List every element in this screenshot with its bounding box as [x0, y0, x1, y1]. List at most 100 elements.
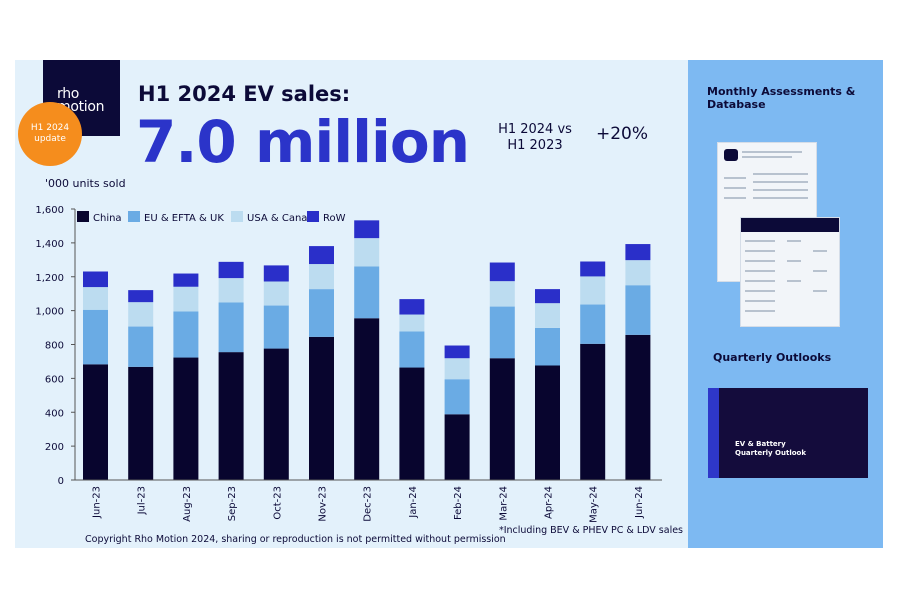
- bar-segment-row: [399, 299, 425, 315]
- bar-segment-usa-canada: [399, 314, 425, 332]
- legend-swatch: [128, 211, 140, 222]
- y-tick-label: 200: [45, 442, 64, 453]
- copyright: Copyright Rho Motion 2024, sharing or re…: [85, 534, 506, 545]
- bar-segment-row: [489, 262, 515, 282]
- legend-label: USA & Canada: [247, 213, 320, 224]
- x-tick-label: Apr-24: [544, 486, 555, 519]
- main-panel: [15, 60, 688, 548]
- monthly-assessments-title: Monthly Assessments & Database: [707, 85, 856, 111]
- bar-segment-row: [309, 246, 334, 265]
- bar-segment-row: [218, 261, 244, 279]
- x-tick-label: Sep-23: [227, 486, 238, 521]
- doc-logo-icon: [724, 149, 738, 161]
- y-tick-label: 1,400: [35, 239, 64, 250]
- bar-segment-china: [83, 364, 108, 480]
- quarterly-outlook-card[interactable]: EV & Battery Quarterly Outlook: [708, 388, 868, 478]
- x-tick-label: Jul-23: [137, 486, 148, 515]
- bar-segment-row: [83, 271, 108, 288]
- quarterly-outlooks-title: Quarterly Outlooks: [713, 351, 832, 364]
- bar-segment-eu-efta-uk: [489, 306, 515, 359]
- x-tick-label: Oct-23: [272, 486, 283, 520]
- legend-swatch: [77, 211, 89, 222]
- bar-segment-china: [625, 334, 651, 480]
- page-title: H1 2024 EV sales:: [138, 82, 351, 106]
- comparison-line1: H1 2024 vs: [498, 122, 572, 137]
- x-tick-label: Feb-24: [453, 486, 464, 520]
- footnote: *Including BEV & PHEV PC & LDV sales: [498, 525, 683, 536]
- bar-segment-china: [535, 365, 560, 480]
- bar-segment-usa-canada: [625, 260, 651, 286]
- x-tick-label: Nov-23: [318, 486, 329, 522]
- bar-segment-china: [128, 366, 154, 480]
- bar-segment-row: [128, 290, 154, 303]
- bar-segment-eu-efta-uk: [535, 327, 560, 366]
- comparison-line2: H1 2023: [507, 138, 563, 153]
- bar-segment-china: [309, 336, 334, 480]
- x-tick-label: Mar-24: [498, 486, 509, 521]
- bar-segment-eu-efta-uk: [625, 285, 651, 335]
- bar-segment-usa-canada: [83, 287, 108, 310]
- legend-swatch: [307, 211, 319, 222]
- logo-line1: rho: [57, 86, 80, 102]
- bar-segment-row: [263, 265, 289, 282]
- bar-segment-usa-canada: [354, 238, 380, 267]
- bar-segment-usa-canada: [580, 276, 606, 305]
- bar-segment-usa-canada: [218, 278, 244, 303]
- bar-segment-row: [535, 289, 560, 304]
- card-title-line2: Quarterly Outlook: [735, 449, 807, 457]
- bar-segment-usa-canada: [173, 286, 199, 312]
- bar-segment-china: [580, 343, 606, 480]
- x-tick-label: Aug-23: [182, 486, 193, 522]
- x-tick-label: Dec-23: [363, 486, 374, 522]
- bar-segment-usa-canada: [309, 264, 334, 290]
- comparison-label: H1 2024 vs H1 2023: [495, 122, 575, 154]
- bar-segment-row: [444, 345, 470, 359]
- bar-segment-row: [625, 244, 651, 261]
- bar-segment-usa-canada: [444, 358, 470, 380]
- bar-segment-row: [173, 273, 199, 287]
- bar-segment-china: [489, 358, 515, 480]
- y-axis-label: '000 units sold: [45, 177, 126, 190]
- bar-segment-china: [263, 348, 289, 480]
- y-tick-label: 600: [45, 374, 64, 385]
- y-tick-label: 1,000: [35, 307, 64, 318]
- bar-segment-eu-efta-uk: [128, 326, 154, 367]
- y-tick-label: 1,200: [35, 273, 64, 284]
- growth-value: +20%: [596, 124, 649, 144]
- bar-segment-china: [173, 357, 199, 480]
- legend-label: RoW: [323, 213, 346, 224]
- card-title-line1: EV & Battery: [735, 440, 786, 448]
- bar-segment-china: [444, 414, 470, 480]
- y-tick-label: 800: [45, 341, 64, 352]
- bar-segment-eu-efta-uk: [83, 309, 108, 365]
- bar-segment-eu-efta-uk: [399, 331, 425, 368]
- database-thumbnail[interactable]: [740, 217, 840, 327]
- bar-segment-china: [399, 367, 425, 480]
- bar-segment-china: [218, 352, 244, 480]
- x-tick-label: Jun-24: [634, 486, 645, 519]
- bar-segment-usa-canada: [263, 281, 289, 306]
- card-title: EV & Battery Quarterly Outlook: [735, 440, 806, 458]
- update-badge: H1 2024 update: [18, 102, 82, 166]
- x-tick-label: Jan-24: [408, 486, 419, 519]
- y-tick-label: 400: [45, 408, 64, 419]
- badge-line2: update: [34, 134, 66, 144]
- x-tick-label: May-24: [589, 486, 600, 523]
- bar-segment-usa-canada: [489, 281, 515, 307]
- bar-segment-eu-efta-uk: [173, 311, 199, 358]
- bar-segment-eu-efta-uk: [444, 379, 470, 415]
- bar-segment-row: [580, 261, 606, 277]
- legend-swatch: [231, 211, 243, 222]
- bar-segment-eu-efta-uk: [580, 304, 606, 344]
- legend-label: China: [93, 213, 122, 224]
- bar-segment-eu-efta-uk: [309, 289, 334, 337]
- headline-value: 7.0 million: [136, 108, 470, 176]
- y-tick-label: 1,600: [35, 205, 64, 216]
- bar-segment-row: [354, 220, 380, 239]
- bar-segment-eu-efta-uk: [218, 302, 244, 353]
- y-tick-label: 0: [58, 476, 64, 487]
- bar-segment-usa-canada: [535, 303, 560, 328]
- legend-label: EU & EFTA & UK: [144, 213, 224, 224]
- card-accent-strip: [708, 388, 719, 478]
